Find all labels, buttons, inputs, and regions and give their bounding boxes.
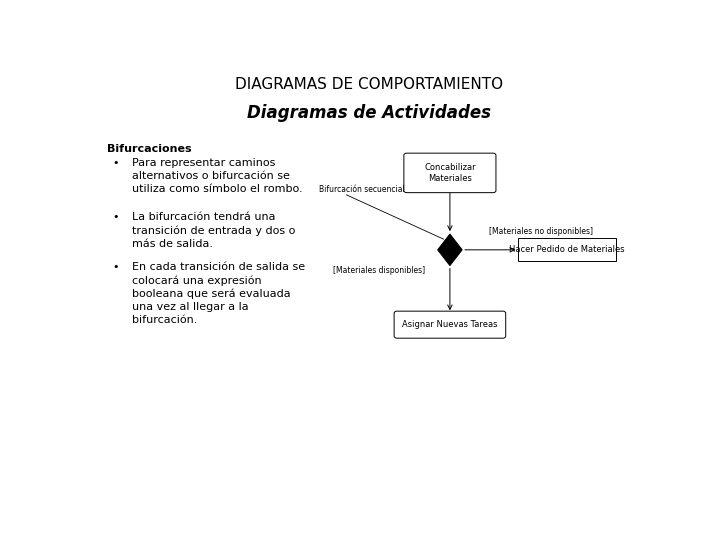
Text: [Materiales no disponibles]: [Materiales no disponibles] [489, 227, 593, 235]
Polygon shape [438, 234, 462, 266]
Text: La bifurcación tendrá una
transición de entrada y dos o
más de salida.: La bifurcación tendrá una transición de … [132, 212, 295, 249]
Text: Diagramas de Actividades: Diagramas de Actividades [247, 104, 491, 122]
Text: Bifurcación secuencial: Bifurcación secuencial [319, 185, 405, 194]
Text: •: • [112, 158, 119, 168]
FancyBboxPatch shape [404, 153, 496, 193]
Text: Concabilizar
Materiales: Concabilizar Materiales [424, 163, 476, 183]
FancyBboxPatch shape [394, 311, 505, 338]
Text: En cada transición de salida se
colocará una expresión
booleana que será evaluad: En cada transición de salida se colocará… [132, 262, 305, 325]
Text: Bifurcaciones: Bifurcaciones [107, 144, 192, 154]
Text: •: • [112, 212, 119, 222]
Text: Asignar Nuevas Tareas: Asignar Nuevas Tareas [402, 320, 498, 329]
Text: Para representar caminos
alternativos o bifurcación se
utiliza como símbolo el r: Para representar caminos alternativos o … [132, 158, 302, 194]
Bar [518, 238, 616, 261]
Text: Hacer Pedido de Materiales: Hacer Pedido de Materiales [509, 245, 625, 254]
Text: [Materiales disponibles]: [Materiales disponibles] [333, 266, 425, 275]
Text: DIAGRAMAS DE COMPORTAMIENTO: DIAGRAMAS DE COMPORTAMIENTO [235, 77, 503, 92]
Text: •: • [112, 262, 119, 272]
